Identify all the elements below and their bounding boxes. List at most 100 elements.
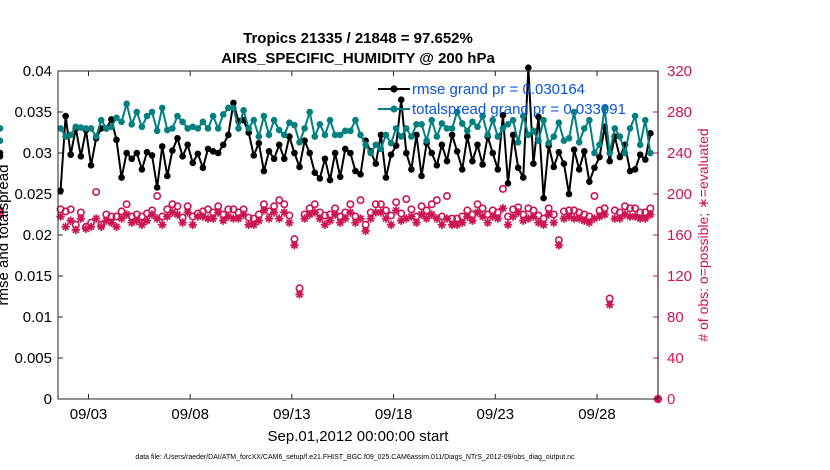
totalspread-point xyxy=(306,108,313,116)
rmse-point xyxy=(530,160,537,167)
obs-possible-point xyxy=(346,200,355,209)
totalspread-point xyxy=(291,121,298,129)
obs-evaluated-point xyxy=(641,214,650,223)
obs-evaluated-point xyxy=(513,208,523,217)
rmse-point xyxy=(296,163,303,171)
obs-evaluated-point xyxy=(488,212,497,221)
totalspread-point xyxy=(97,116,105,124)
totalspread-point xyxy=(184,125,191,132)
rmse-point xyxy=(647,130,654,137)
obs-possible-point xyxy=(498,184,507,193)
obs-evaluated-point xyxy=(529,212,538,221)
rmse-point xyxy=(108,116,115,123)
rmse-point xyxy=(133,149,141,157)
totalspread-point xyxy=(169,125,176,132)
obs-evaluated-point xyxy=(290,241,299,250)
rmse-point xyxy=(230,99,237,107)
obs-possible-point xyxy=(376,200,385,209)
rmse-point xyxy=(260,167,268,175)
obs-evaluated-point xyxy=(147,210,157,219)
totalspread-point xyxy=(464,127,471,135)
y-axis-ticks: 0 0.005 0.01 0.015 0.02 0.025 0.03 0.035 0.04 xyxy=(14,63,63,408)
totalspread-point xyxy=(194,125,202,132)
y2-tick-label: 200 xyxy=(667,186,692,203)
x-axis-ticks: 09/03 09/08 09/13 09/18 09/23 09/28 xyxy=(70,71,616,423)
totalspread-point xyxy=(530,127,537,135)
obs-evaluated-point xyxy=(112,222,121,231)
obs-evaluated-point xyxy=(315,214,325,223)
totalspread-point xyxy=(601,104,608,112)
totalspread-point xyxy=(357,131,364,139)
rmse-point xyxy=(397,96,405,103)
obs-evaluated-point xyxy=(361,226,370,236)
obs-evaluated-point xyxy=(71,225,80,235)
rmse-point xyxy=(138,166,146,173)
rmse-point xyxy=(499,111,507,119)
obs-evaluated-point xyxy=(615,214,625,223)
obs-evaluated-point xyxy=(219,216,228,225)
totalspread-point xyxy=(413,121,420,128)
rmse-point xyxy=(494,166,502,173)
obs-possible-point xyxy=(173,202,182,211)
rmse-point xyxy=(474,141,481,149)
rmse-point xyxy=(301,137,308,144)
obs-evaluated-point xyxy=(295,290,304,299)
plot-frame xyxy=(57,70,659,400)
totalspread-point xyxy=(133,108,141,116)
totalspread-point xyxy=(87,125,95,132)
totalspread-point xyxy=(214,125,222,132)
totalspread-point xyxy=(219,111,227,118)
obs-possible-point xyxy=(371,200,380,209)
y-tick-label: 0.04 xyxy=(23,63,52,80)
obs-evaluated-point xyxy=(351,218,360,227)
rmse-point xyxy=(438,141,446,149)
rmse-point xyxy=(636,151,644,158)
totalspread-point xyxy=(443,125,451,132)
totalspread-point xyxy=(275,126,283,134)
totalspread-point xyxy=(403,125,410,132)
obs-evaluated-point xyxy=(203,214,213,223)
totalspread-point xyxy=(331,131,339,139)
y2-tick-label: 40 xyxy=(667,350,684,367)
rmse-point xyxy=(535,113,542,121)
totalspread-point xyxy=(143,112,151,120)
rmse-point xyxy=(458,166,466,173)
rmse-point xyxy=(311,169,319,176)
rmse-point xyxy=(479,161,486,168)
totalspread-point xyxy=(408,133,415,140)
obs-evaluated-point xyxy=(610,214,619,223)
rmse-point xyxy=(433,162,441,169)
rmse-point xyxy=(169,147,176,154)
rmse-point xyxy=(179,152,186,160)
totalspread-point xyxy=(118,118,125,126)
totalspread-point xyxy=(458,120,466,127)
x-tick-label: 09/28 xyxy=(578,406,616,423)
totalspread-point xyxy=(387,139,395,147)
obs-evaluated-point xyxy=(569,214,579,223)
obs-evaluated-point xyxy=(391,206,401,215)
rmse-point xyxy=(631,166,639,173)
obs-evaluated-point xyxy=(244,220,253,229)
obs-evaluated-point xyxy=(386,220,396,229)
obs-evaluated-point xyxy=(234,214,243,223)
obs-evaluated-point xyxy=(625,212,635,221)
obs-evaluated-point xyxy=(447,220,457,229)
obs-evaluated-point xyxy=(564,212,574,221)
obs-evaluated-point xyxy=(76,214,86,223)
rmse-point xyxy=(331,149,339,157)
rmse-point xyxy=(575,166,583,173)
obs-evaluated-point xyxy=(213,208,223,217)
totalspread-point xyxy=(377,145,385,153)
rmse-point xyxy=(321,155,329,163)
obs-possible-point xyxy=(402,195,411,204)
totalspread-point xyxy=(575,139,583,146)
rmse-point xyxy=(448,131,456,139)
totalspread-point xyxy=(82,125,90,132)
y2-tick-label: 240 xyxy=(667,145,692,162)
totalspread-point xyxy=(153,127,161,135)
obs-evaluated-point xyxy=(320,220,330,229)
rmse-point xyxy=(143,148,151,156)
obs-evaluated-point xyxy=(56,212,65,221)
totalspread-point xyxy=(321,131,329,139)
obs-possible-point xyxy=(275,196,284,205)
